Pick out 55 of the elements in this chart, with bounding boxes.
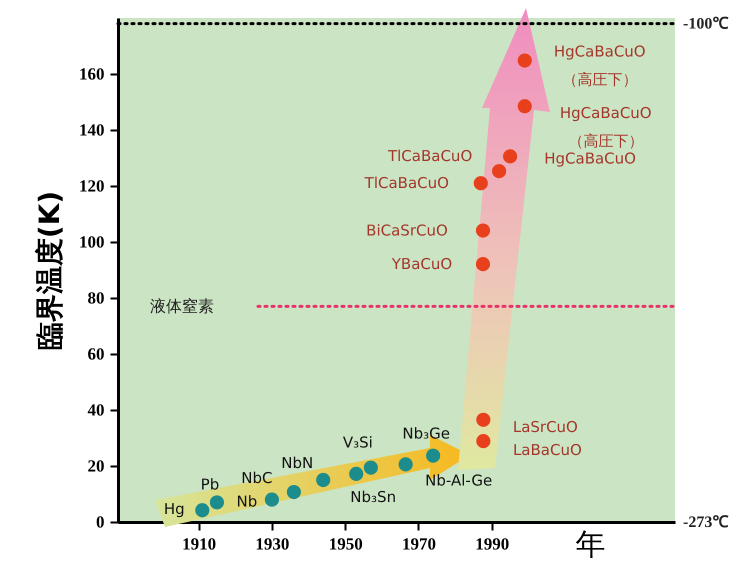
annotation: YBaCuO (390, 255, 452, 274)
x-tick-label: 1990 (475, 534, 510, 554)
point (476, 257, 490, 272)
y-tick-label: 20 (88, 456, 104, 476)
y-tick-label: 160 (79, 64, 104, 84)
point (476, 412, 490, 427)
y-tick-label: 40 (88, 400, 104, 420)
y-tick-label: 80 (88, 288, 104, 308)
y-tick-label: 120 (79, 176, 104, 196)
x-tick-label: 1930 (255, 534, 290, 554)
y-tick-label: 60 (88, 344, 104, 364)
ref-line-label: -100℃ (683, 16, 728, 33)
y-tick-label: 100 (79, 232, 104, 252)
point (364, 460, 378, 475)
annotation: LaSrCuO (512, 418, 578, 436)
y-axis-title: 臨界温度(K) (33, 190, 66, 350)
x-tick-label: 1970 (402, 534, 436, 554)
point (264, 492, 279, 507)
annotation: LaBaCuO (512, 441, 582, 460)
annotation: BiCaSrCuO (366, 222, 448, 240)
point (210, 495, 224, 510)
annotation: Nb-Al-Ge (425, 471, 492, 490)
x-tick-label: 1950 (328, 534, 363, 554)
y-tick-label: 140 (79, 120, 104, 140)
annotation: HgCaBaCuO （高圧下） (560, 104, 652, 150)
annotation: HgCaBaCuO (544, 149, 636, 168)
point (349, 466, 364, 481)
x-tick-label: 1910 (182, 534, 216, 554)
annotation: NbC (241, 469, 273, 488)
point (518, 99, 532, 114)
annotation: HgCaBaCuO （高圧下） (554, 42, 646, 89)
annotation: Pb (200, 475, 220, 494)
annotation: NbN (281, 454, 314, 472)
annotation: Hg (164, 500, 185, 518)
point (316, 472, 330, 488)
point (476, 223, 490, 238)
ref-line-label: 液体窒素 (150, 296, 214, 316)
point (503, 149, 518, 164)
annotation: Nb (236, 492, 258, 511)
point (398, 457, 413, 472)
annotation: V₃Si (342, 434, 373, 452)
point (476, 434, 490, 448)
point (518, 54, 532, 68)
annotation: Nb₃Ge (402, 424, 450, 443)
point (426, 448, 440, 463)
point (492, 164, 506, 178)
annotation: Nb₃Sn (350, 488, 396, 506)
point (286, 484, 301, 500)
annotation: TlCaBaCuO (364, 174, 449, 192)
y-tick-label: 0 (96, 512, 104, 532)
text: -273℃ (683, 514, 728, 531)
point (474, 176, 488, 190)
x-axis-title: 年 (576, 528, 606, 562)
annotation: TlCaBaCuO (386, 147, 472, 166)
point (195, 503, 210, 518)
